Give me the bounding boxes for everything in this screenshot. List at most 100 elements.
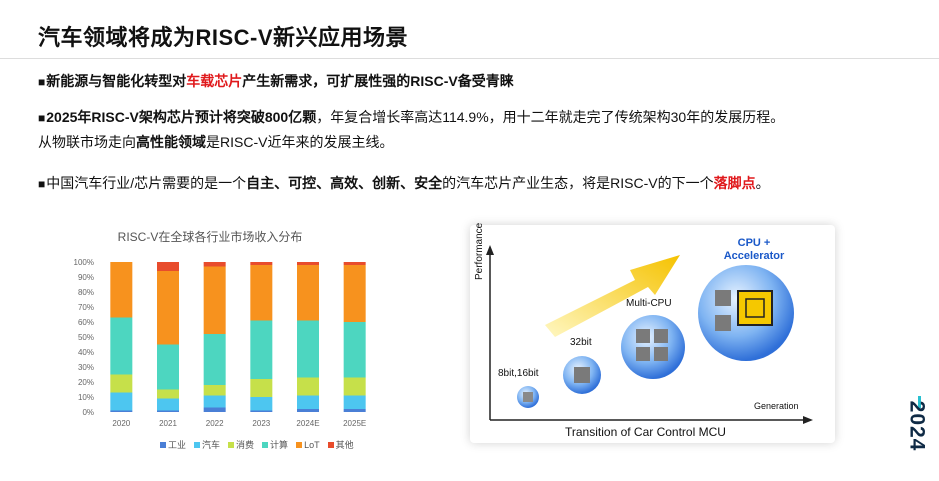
legend-item: 汽车	[194, 438, 220, 451]
diagram-caption: Transition of Car Control MCU	[565, 425, 726, 439]
chart-plot: 0% 10% 20% 30% 40% 50% 60% 70% 80% 90% 100% 2020 202…	[74, 258, 367, 428]
chart-title: RISC-V在全球各行业市场收入分布	[117, 230, 303, 244]
legend-item: 其他	[327, 438, 354, 451]
chip-icon	[523, 392, 533, 402]
legend-swatch	[228, 441, 235, 448]
chart-legend: 工业 汽车 消费 计算 LoT 其他	[160, 438, 354, 451]
y-tick-label: 20%	[78, 378, 94, 387]
title-divider	[0, 58, 939, 59]
bullet-marker: ■	[38, 177, 46, 191]
bar-segment	[297, 262, 319, 265]
stage-multicpu-label: Multi-CPU	[626, 298, 672, 309]
legend-item: 计算	[262, 438, 288, 451]
year-text: 2024	[905, 400, 929, 452]
bar-segment	[343, 322, 366, 378]
bullet-1-text-b: 产生新需求，可扩展性强的RISC-V备受青睐	[242, 73, 514, 89]
legend-label: 消费	[236, 440, 255, 450]
bar-segment	[110, 374, 133, 393]
chip-icon	[636, 347, 650, 361]
x-tick-label: 2025E	[343, 419, 366, 428]
y-tick-label: 80%	[78, 288, 94, 297]
bullet-3-text-b: 的汽车芯片产业生态，将是RISC-V的下一个	[442, 175, 714, 191]
bar-segment	[157, 389, 179, 399]
legend-label: 其他	[335, 440, 354, 450]
y-tick-label: 90%	[78, 273, 94, 282]
y-axis-arrow	[486, 245, 494, 255]
bullet-1-text-a: 新能源与智能化转型对	[46, 73, 187, 89]
chip-icon	[715, 315, 731, 331]
stage-multicpu-circle	[621, 315, 685, 379]
stage-32bit-label: 32bit	[570, 337, 592, 348]
revenue-distribution-chart: RISC-V在全球各行业市场收入分布 0% 10% 20% 30% 40% 50% 60% 7…	[50, 228, 410, 458]
bullet-2: ■2025年RISC-V架构芯片预计将突破800亿颗，年复合增长率高达114.9…	[38, 106, 784, 129]
bullet-3-bold: 自主、可控、高效、创新、安全	[246, 175, 443, 191]
bar-segment	[203, 407, 226, 412]
y-tick-label: 70%	[78, 303, 94, 312]
stage-8bit-label: 8bit,16bit	[498, 368, 539, 379]
bar-segment	[343, 377, 366, 396]
chip-icon	[636, 329, 650, 343]
bar-segment	[157, 271, 179, 345]
bar-segment	[250, 320, 273, 379]
x-tick-label: 2023	[252, 419, 270, 428]
bar-segment	[203, 262, 226, 267]
y-tick-label: 10%	[78, 393, 94, 402]
legend-item: LoT	[296, 440, 320, 450]
bullet-2-text-a: 2025年RISC-V架构芯片预计将突破800亿颗	[46, 109, 317, 125]
diagram-graphic	[486, 245, 813, 424]
bullet-3-text-c: 。	[755, 175, 770, 191]
legend-swatch	[160, 441, 166, 448]
year-watermark: 2024	[905, 396, 937, 466]
legend-swatch	[194, 441, 201, 448]
bullet-1: ■新能源与智能化转型对车载芯片产生新需求，可扩展性强的RISC-V备受青睐	[38, 70, 514, 93]
bar-segment	[297, 395, 319, 409]
bar-segment	[343, 395, 366, 409]
bar-segment	[297, 377, 319, 396]
bar-segment	[297, 320, 319, 378]
accelerator-chip-core	[745, 298, 765, 318]
bar-segment	[343, 262, 366, 265]
bar-segment	[110, 317, 133, 375]
bar-segment	[250, 397, 273, 411]
bar-segment	[203, 334, 226, 385]
bullet-marker: ■	[38, 111, 46, 125]
y-axis-label: Performance	[474, 222, 485, 280]
bar-segment	[250, 265, 273, 321]
bar-segment	[203, 395, 226, 408]
x-axis-label: Generation	[754, 401, 799, 411]
chip-icon	[715, 290, 731, 306]
bar-segment	[157, 410, 179, 412]
bar-segment	[110, 410, 133, 412]
bullet-3-text-a: 中国汽车行业/芯片需要的是一个	[46, 175, 247, 191]
stage-accelerator-line2: Accelerator	[723, 250, 785, 262]
x-tick-label: 2020	[112, 419, 130, 428]
bullet-2-line2: 从物联市场走向高性能领域是RISC-V近年来的发展主线。	[38, 131, 393, 153]
bar-segment	[250, 262, 273, 265]
x-tick-label: 2021	[159, 419, 177, 428]
bar-segment	[297, 409, 319, 412]
bar-segment	[110, 262, 133, 318]
bullet-3-highlight: 落脚点	[713, 175, 756, 191]
chip-icon	[654, 329, 668, 343]
bullet-2-highlight: 高性能领域	[136, 134, 206, 150]
y-tick-label: 100%	[74, 258, 94, 267]
bar-segment	[297, 265, 319, 321]
bar-segment	[250, 410, 273, 412]
x-axis-arrow	[803, 416, 813, 424]
y-tick-label: 30%	[78, 363, 94, 372]
chip-icon	[574, 367, 590, 383]
bar-segment	[110, 392, 133, 411]
mcu-transition-diagram: Performance Generation 8bit,16bit 32bit …	[470, 222, 835, 443]
stage-accelerator-line1: CPU +	[737, 237, 771, 249]
legend-item: 消费	[228, 438, 254, 451]
legend-label: 计算	[270, 440, 289, 450]
bar-segment	[157, 398, 179, 411]
x-tick-label: 2022	[206, 419, 224, 428]
legend-swatch	[327, 441, 334, 448]
growth-arrow	[545, 255, 680, 337]
bullet-3: ■中国汽车行业/芯片需要的是一个自主、可控、高效、创新、安全的汽车芯片产业生态，…	[38, 172, 770, 195]
bullet-2-text-b: ，年复合增长率高达114.9%，用十二年就走完了传统架构30年的发展历程。	[316, 109, 785, 125]
stage-accelerator-label: CPU + Accelerator	[714, 237, 794, 263]
bar-segment	[157, 344, 179, 390]
x-tick-label: 2024E	[296, 419, 319, 428]
